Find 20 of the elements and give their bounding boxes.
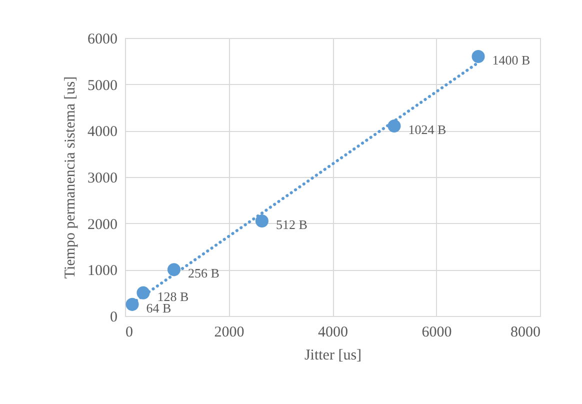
y-tick-label: 2000 bbox=[88, 216, 118, 233]
x-tick-label: 4000 bbox=[318, 324, 348, 340]
y-tick-label: 3000 bbox=[88, 170, 118, 186]
point bbox=[255, 214, 268, 228]
y-tick-label: 5000 bbox=[88, 78, 118, 94]
x-axis-title: Jitter [us] bbox=[304, 348, 362, 364]
y-tick-label: 0 bbox=[110, 310, 118, 326]
y-axis-title: Tiempo permanencia sistema [us] bbox=[62, 76, 78, 279]
annotation: 512 B bbox=[276, 217, 308, 232]
x-tick-label: 8000 bbox=[510, 324, 540, 340]
annotation: 1024 B bbox=[408, 122, 446, 138]
x-tick-label: 2000 bbox=[214, 324, 244, 340]
point bbox=[472, 50, 485, 64]
annotation: 256 B bbox=[188, 266, 220, 281]
y-tick-label: 1000 bbox=[88, 263, 118, 280]
x-tick-label: 6000 bbox=[422, 324, 452, 340]
y-tick-label: 6000 bbox=[88, 32, 118, 48]
annotation: 1400 B bbox=[492, 52, 531, 68]
y-tick-label: 4000 bbox=[88, 124, 118, 140]
x-tick-label: 0 bbox=[126, 324, 133, 340]
